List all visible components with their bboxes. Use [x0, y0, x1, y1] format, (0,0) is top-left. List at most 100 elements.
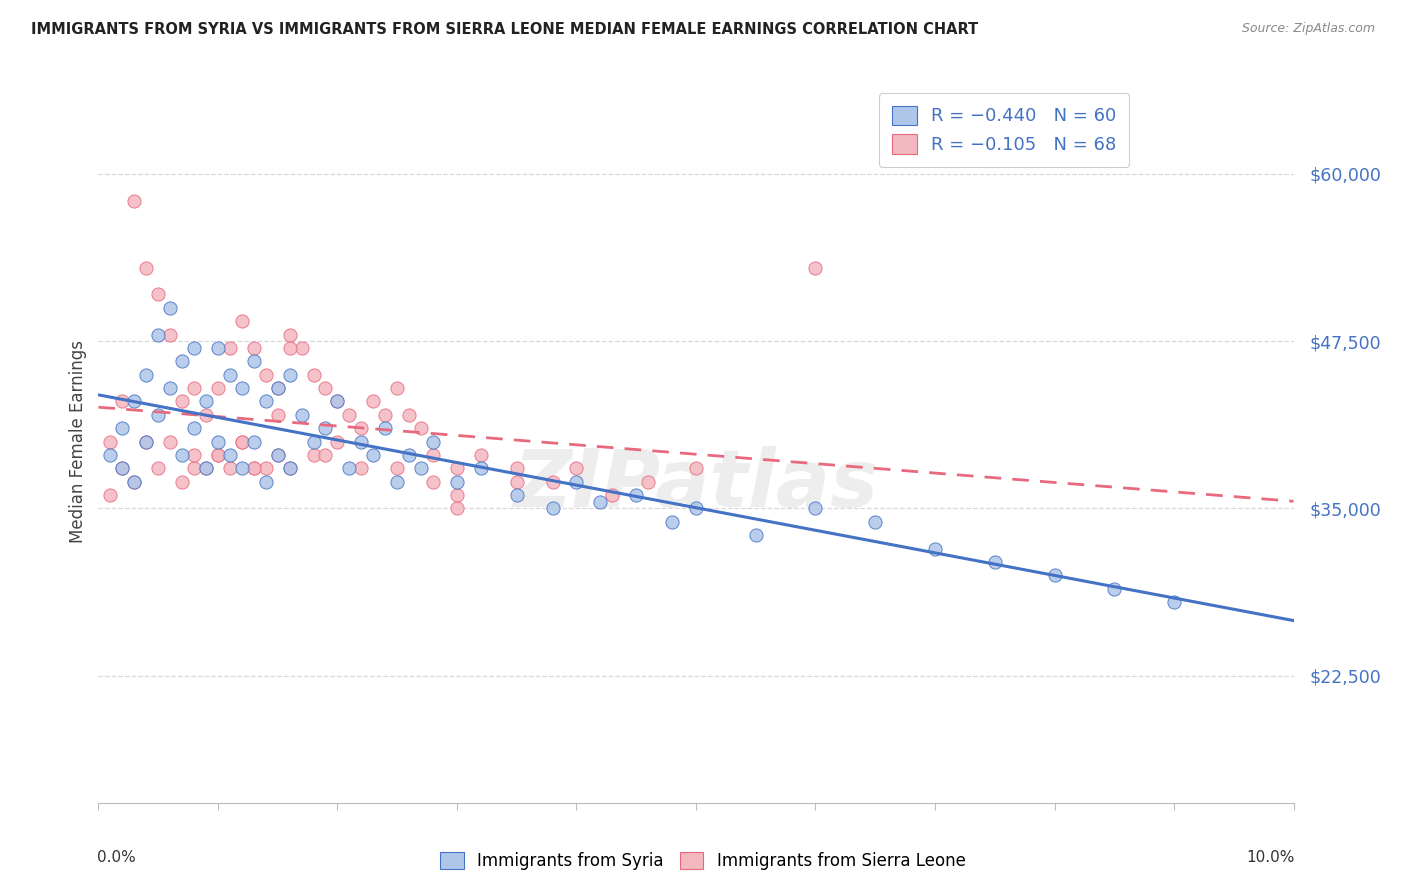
Point [339, 461, 361, 475]
Point [506, 488, 529, 502]
Point [278, 461, 301, 475]
Point [745, 528, 768, 542]
Point [195, 394, 218, 409]
Point [446, 501, 468, 516]
Point [98, 434, 122, 449]
Point [111, 421, 134, 435]
Point [506, 475, 529, 489]
Point [183, 421, 205, 435]
Point [326, 434, 349, 449]
Point [159, 381, 181, 395]
Point [183, 461, 205, 475]
Y-axis label: Median Female Earnings: Median Female Earnings [69, 340, 87, 543]
Point [98, 448, 122, 462]
Point [302, 368, 325, 382]
Point [350, 434, 373, 449]
Point [148, 461, 170, 475]
Point [219, 461, 242, 475]
Point [231, 434, 253, 449]
Point [339, 408, 361, 422]
Point [398, 408, 420, 422]
Point [661, 515, 683, 529]
Point [111, 394, 134, 409]
Point [565, 461, 588, 475]
Point [172, 394, 194, 409]
Point [804, 501, 827, 516]
Point [124, 475, 146, 489]
Point [124, 394, 146, 409]
Point [195, 408, 218, 422]
Point [470, 461, 492, 475]
Point [231, 434, 253, 449]
Point [207, 448, 229, 462]
Point [267, 408, 290, 422]
Point [350, 461, 373, 475]
Point [207, 341, 229, 355]
Point [254, 368, 277, 382]
Point [398, 448, 420, 462]
Point [589, 494, 612, 508]
Point [446, 475, 468, 489]
Point [422, 448, 444, 462]
Point [243, 341, 266, 355]
Point [267, 448, 290, 462]
Point [124, 194, 146, 208]
Point [219, 341, 242, 355]
Point [243, 461, 266, 475]
Point [183, 381, 205, 395]
Point [195, 461, 218, 475]
Point [254, 394, 277, 409]
Point [278, 341, 301, 355]
Point [470, 448, 492, 462]
Point [267, 381, 290, 395]
Text: IMMIGRANTS FROM SYRIA VS IMMIGRANTS FROM SIERRA LEONE MEDIAN FEMALE EARNINGS COR: IMMIGRANTS FROM SYRIA VS IMMIGRANTS FROM… [31, 22, 979, 37]
Point [385, 475, 409, 489]
Point [541, 501, 564, 516]
Point [685, 501, 707, 516]
Point [291, 341, 314, 355]
Point [98, 488, 122, 502]
Point [326, 394, 349, 409]
Point [984, 555, 1007, 569]
Point [626, 488, 648, 502]
Point [422, 434, 444, 449]
Point [267, 448, 290, 462]
Point [1104, 582, 1126, 596]
Point [135, 260, 157, 275]
Legend: R = −0.440   N = 60, R = −0.105   N = 68: R = −0.440 N = 60, R = −0.105 N = 68 [879, 93, 1129, 167]
Point [207, 381, 229, 395]
Point [207, 448, 229, 462]
Point [411, 461, 433, 475]
Point [159, 434, 181, 449]
Point [254, 461, 277, 475]
Point [172, 448, 194, 462]
Point [315, 421, 337, 435]
Point [804, 260, 827, 275]
Point [111, 461, 134, 475]
Point [267, 381, 290, 395]
Point [135, 434, 157, 449]
Point [148, 287, 170, 301]
Point [124, 475, 146, 489]
Point [172, 475, 194, 489]
Point [374, 408, 396, 422]
Point [231, 381, 253, 395]
Point [278, 461, 301, 475]
Point [195, 461, 218, 475]
Point [148, 327, 170, 342]
Point [183, 341, 205, 355]
Point [135, 434, 157, 449]
Point [219, 448, 242, 462]
Text: 0.0%: 0.0% [97, 850, 136, 864]
Point [243, 354, 266, 368]
Point [231, 461, 253, 475]
Point [924, 541, 946, 556]
Point [148, 408, 170, 422]
Point [411, 421, 433, 435]
Point [315, 381, 337, 395]
Point [183, 448, 205, 462]
Point [315, 448, 337, 462]
Point [207, 434, 229, 449]
Point [374, 421, 396, 435]
Point [159, 327, 181, 342]
